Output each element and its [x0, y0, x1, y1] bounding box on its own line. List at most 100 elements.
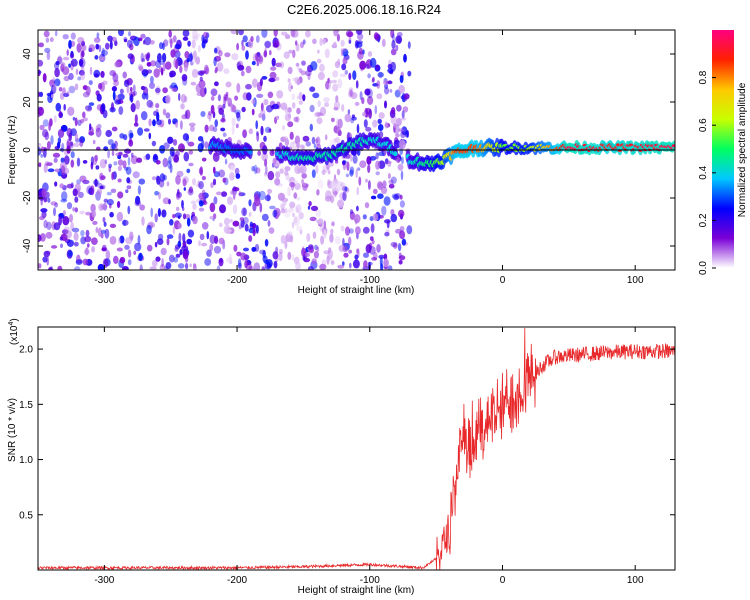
heatmap-noise-cell: [201, 157, 207, 162]
heatmap-noise-cell: [48, 122, 51, 131]
heatmap-noise-cell: [165, 94, 171, 104]
heatmap-noise-cell: [242, 35, 248, 43]
heatmap-noise-cell: [392, 33, 395, 42]
heatmap-noise-cell: [163, 142, 170, 150]
heatmap-noise-cell: [140, 111, 148, 121]
heatmap-noise-cell: [185, 109, 191, 120]
heatmap-noise-cell: [213, 245, 222, 254]
heatmap-noise-cell: [406, 225, 413, 235]
heatmap-noise-cell: [60, 157, 65, 163]
heatmap-noise-cell: [69, 52, 75, 59]
heatmap-noise-cell: [111, 143, 116, 150]
heatmap-noise-cell: [177, 222, 182, 229]
heatmap-noise-cell: [66, 183, 74, 189]
heatmap-noise-cell: [124, 166, 129, 171]
heatmap-noise-cell: [344, 186, 348, 192]
heatmap-noise-cell: [364, 88, 371, 96]
heatmap-noise-cell: [198, 192, 205, 200]
heatmap-signal-core: [671, 144, 675, 147]
heatmap-noise-cell: [224, 52, 231, 58]
heatmap-noise-cell: [131, 152, 134, 158]
heatmap-noise-cell: [312, 38, 317, 45]
x-tick-label: -300: [94, 575, 114, 586]
heatmap-noise-cell: [273, 40, 280, 48]
heatmap-noise-cell: [288, 82, 293, 92]
heatmap-noise-cell: [234, 95, 239, 101]
heatmap-noise-cell: [74, 196, 79, 203]
y-tick-label: 0: [22, 147, 33, 153]
colorbar-tick-label: 0.4: [698, 165, 709, 179]
heatmap-noise-cell: [199, 70, 207, 74]
heatmap-noise-cell: [268, 77, 276, 83]
heatmap-noise-cell: [116, 211, 124, 222]
heatmap-noise-cell: [396, 104, 402, 112]
heatmap-noise-cell: [327, 170, 331, 175]
heatmap-noise-cell: [341, 63, 347, 71]
heatmap-noise-cell: [207, 111, 212, 116]
heatmap-noise-cell: [278, 248, 283, 255]
heatmap-noise-cell: [182, 36, 189, 41]
heatmap-noise-cell: [89, 66, 93, 76]
heatmap-noise-cell: [288, 49, 293, 54]
heatmap-noise-cell: [316, 58, 322, 64]
heatmap-noise-cell: [74, 117, 78, 127]
heatmap-noise-cell: [263, 50, 268, 58]
heatmap-noise-cell: [324, 48, 330, 59]
heatmap-noise-cell: [230, 30, 238, 35]
heatmap-noise-cell: [117, 191, 124, 199]
heatmap-noise-cell: [185, 262, 189, 270]
heatmap-noise-cell: [204, 124, 209, 133]
heatmap-noise-cell: [159, 42, 164, 50]
x-tick-label: 0: [500, 275, 506, 286]
heatmap-noise-cell: [101, 49, 108, 57]
heatmap-noise-cell: [331, 117, 335, 123]
heatmap-noise-cell: [225, 257, 233, 263]
heatmap-noise-cell: [219, 222, 223, 227]
heatmap-noise-cell: [143, 73, 148, 78]
heatmap-noise-cell: [373, 32, 379, 40]
heatmap-noise-cell: [210, 88, 218, 97]
heatmap-noise-cell: [181, 74, 188, 82]
heatmap-noise-cell: [298, 100, 303, 105]
heatmap-noise-cell: [296, 78, 301, 86]
heatmap-noise-cell: [91, 210, 97, 218]
heatmap-noise-cell: [134, 242, 142, 252]
heatmap-noise-cell: [252, 228, 256, 237]
heatmap-noise-cell: [113, 161, 118, 166]
heatmap-noise-cell: [39, 124, 45, 131]
heatmap-noise-cell: [264, 239, 269, 247]
heatmap-noise-cell: [397, 243, 402, 252]
heatmap-noise-cell: [300, 165, 307, 174]
heatmap-noise-cell: [363, 252, 369, 258]
heatmap-noise-cell: [292, 212, 295, 218]
heatmap-noise-cell: [252, 78, 258, 88]
heatmap-noise-cell: [176, 206, 180, 212]
heatmap-noise-cell: [296, 142, 300, 149]
heatmap-noise-cell: [119, 88, 124, 95]
heatmap-noise-cell: [255, 224, 259, 234]
heatmap-noise-cell: [284, 208, 288, 214]
heatmap-noise-cell: [112, 71, 116, 78]
heatmap-noise-cell: [79, 210, 85, 215]
heatmap-noise-cell: [192, 215, 198, 225]
heatmap-noise-cell: [155, 85, 161, 96]
heatmap-noise-cell: [94, 154, 98, 162]
heatmap-noise-cell: [130, 103, 136, 113]
heatmap-noise-cell: [352, 154, 358, 164]
heatmap-noise-cell: [315, 138, 319, 143]
heatmap-noise-cell: [188, 122, 196, 127]
heatmap-noise-cell: [94, 55, 99, 60]
heatmap-noise-cell: [70, 128, 77, 137]
heatmap-noise-cell: [287, 78, 291, 83]
heatmap-noise-cell: [240, 70, 245, 77]
heatmap-noise-cell: [347, 109, 351, 115]
heatmap-noise-cell: [110, 188, 117, 193]
heatmap-noise-cell: [199, 76, 203, 82]
heatmap-noise-cell: [387, 161, 392, 168]
heatmap-noise-cell: [198, 240, 201, 247]
heatmap-noise-cell: [209, 202, 216, 213]
heatmap-noise-cell: [367, 164, 371, 173]
heatmap-noise-cell: [250, 36, 254, 42]
heatmap-noise-cell: [390, 241, 398, 247]
heatmap-noise-cell: [232, 191, 236, 200]
